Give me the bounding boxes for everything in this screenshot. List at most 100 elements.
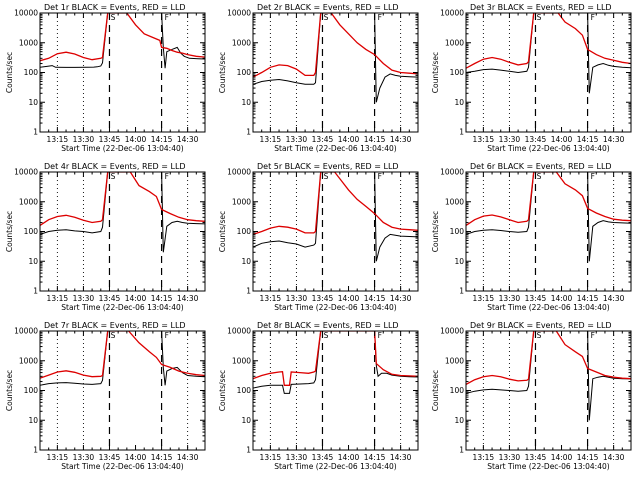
detector-panel-8: Det 8r BLACK = Events, RED = LLD 1 10 100 10… bbox=[218, 321, 419, 471]
x-tick-label: 13:45 bbox=[99, 294, 121, 303]
series-line-events bbox=[253, 331, 418, 394]
x-tick-label: 13:45 bbox=[525, 453, 547, 462]
series-line-events bbox=[253, 172, 418, 262]
x-tick-label: 13:30 bbox=[499, 135, 521, 144]
x-tick-label: 14:00 bbox=[338, 294, 360, 303]
y-tick-label: 1 bbox=[459, 446, 464, 455]
x-tick-label: 14:30 bbox=[390, 135, 412, 144]
panel-title: Det 4r BLACK = Events, RED = LLD bbox=[44, 162, 186, 171]
y-tick-label: 100 bbox=[237, 227, 252, 236]
start-annotation: S bbox=[537, 13, 542, 22]
finish-annotation: F bbox=[591, 172, 595, 181]
x-tick-label: 14:30 bbox=[603, 294, 625, 303]
plot-frame bbox=[39, 171, 206, 292]
x-axis-label: Start Time (22-Dec-06 13:04:40) bbox=[61, 144, 183, 153]
y-axis-label: Counts/sec bbox=[218, 370, 227, 411]
y-tick-label: 1000 bbox=[232, 38, 251, 47]
series-line-events bbox=[253, 13, 418, 103]
y-axis-label: Counts/sec bbox=[5, 52, 14, 93]
y-tick-label: 1000 bbox=[232, 197, 251, 206]
start-annotation: S bbox=[537, 172, 542, 181]
x-tick-label: 14:15 bbox=[364, 294, 386, 303]
y-tick-label: 1000 bbox=[19, 356, 38, 365]
x-tick-label: 13:30 bbox=[499, 294, 521, 303]
start-annotation: S bbox=[324, 13, 329, 22]
y-tick-label: 10000 bbox=[14, 327, 38, 336]
y-tick-label: 1000 bbox=[445, 38, 464, 47]
x-tick-label: 14:00 bbox=[551, 135, 573, 144]
x-axis-label: Start Time (22-Dec-06 13:04:40) bbox=[61, 303, 183, 312]
x-tick-label: 13:45 bbox=[312, 453, 334, 462]
panel-title: Det 6r BLACK = Events, RED = LLD bbox=[470, 162, 612, 171]
y-tick-label: 1000 bbox=[445, 197, 464, 206]
series-group bbox=[466, 13, 631, 94]
panel-title: Det 2r BLACK = Events, RED = LLD bbox=[257, 3, 399, 12]
x-tick-label: 13:45 bbox=[525, 135, 547, 144]
x-axis-label: Start Time (22-Dec-06 13:04:40) bbox=[487, 462, 609, 471]
x-axis-label: Start Time (22-Dec-06 13:04:40) bbox=[274, 462, 396, 471]
x-tick-label: 13:45 bbox=[525, 294, 547, 303]
x-tick-label: 13:15 bbox=[47, 294, 69, 303]
series-line-lld bbox=[40, 331, 205, 379]
x-tick-label: 14:30 bbox=[390, 453, 412, 462]
finish-annotation: F bbox=[165, 331, 169, 340]
series-line-lld bbox=[40, 13, 205, 62]
x-tick-label: 13:30 bbox=[499, 453, 521, 462]
y-tick-label: 10 bbox=[454, 98, 464, 107]
series-line-events bbox=[466, 331, 631, 421]
y-axis-label: Counts/sec bbox=[431, 370, 440, 411]
y-tick-label: 10 bbox=[241, 257, 251, 266]
x-tick-label: 13:30 bbox=[73, 453, 95, 462]
y-tick-label: 100 bbox=[24, 227, 39, 236]
y-tick-label: 1 bbox=[33, 287, 38, 296]
x-tick-label: 14:30 bbox=[390, 294, 412, 303]
panel-title: Det 8r BLACK = Events, RED = LLD bbox=[257, 321, 399, 330]
x-tick-label: 13:15 bbox=[473, 135, 495, 144]
y-tick-label: 10000 bbox=[227, 9, 251, 18]
x-tick-label: 13:15 bbox=[260, 453, 282, 462]
y-tick-label: 1000 bbox=[19, 38, 38, 47]
y-tick-label: 10000 bbox=[440, 9, 464, 18]
finish-annotation: F bbox=[165, 172, 169, 181]
x-tick-label: 14:15 bbox=[577, 294, 599, 303]
x-axis-label: Start Time (22-Dec-06 13:04:40) bbox=[61, 462, 183, 471]
y-axis-label: Counts/sec bbox=[431, 52, 440, 93]
series-line-events bbox=[40, 331, 205, 386]
x-tick-label: 14:00 bbox=[125, 453, 147, 462]
finish-annotation: F bbox=[591, 331, 595, 340]
x-tick-label: 14:15 bbox=[151, 135, 173, 144]
x-tick-label: 13:15 bbox=[47, 453, 69, 462]
x-tick-label: 13:45 bbox=[312, 135, 334, 144]
x-tick-label: 14:30 bbox=[177, 453, 199, 462]
x-tick-label: 14:15 bbox=[151, 453, 173, 462]
series-line-events bbox=[40, 13, 205, 69]
start-annotation: S bbox=[111, 172, 116, 181]
series-group bbox=[40, 13, 205, 69]
x-tick-label: 14:15 bbox=[364, 135, 386, 144]
x-axis-label: Start Time (22-Dec-06 13:04:40) bbox=[274, 303, 396, 312]
plot-frame bbox=[465, 171, 632, 292]
start-annotation: S bbox=[324, 331, 329, 340]
y-tick-label: 100 bbox=[450, 68, 465, 77]
y-tick-label: 1 bbox=[459, 287, 464, 296]
y-tick-label: 10 bbox=[241, 98, 251, 107]
detector-panel-9: Det 9r BLACK = Events, RED = LLD 1 10 100 10… bbox=[431, 321, 632, 471]
x-tick-label: 14:00 bbox=[551, 453, 573, 462]
x-tick-label: 13:45 bbox=[99, 135, 121, 144]
x-tick-label: 13:15 bbox=[47, 135, 69, 144]
x-tick-label: 13:30 bbox=[73, 294, 95, 303]
series-group bbox=[253, 13, 418, 103]
finish-annotation: F bbox=[165, 13, 169, 22]
y-tick-label: 100 bbox=[450, 386, 465, 395]
plot-frame bbox=[252, 330, 419, 451]
x-axis-label: Start Time (22-Dec-06 13:04:40) bbox=[487, 144, 609, 153]
detector-panel-2: Det 2r BLACK = Events, RED = LLD 1 10 100 10… bbox=[218, 3, 419, 153]
x-tick-label: 14:00 bbox=[338, 135, 360, 144]
y-axis-label: Counts/sec bbox=[431, 211, 440, 252]
panel-title: Det 9r BLACK = Events, RED = LLD bbox=[470, 321, 612, 330]
plot-frame bbox=[465, 330, 632, 451]
finish-annotation: F bbox=[378, 172, 382, 181]
series-line-events bbox=[466, 172, 631, 262]
x-tick-label: 14:15 bbox=[577, 453, 599, 462]
series-line-lld bbox=[40, 172, 205, 226]
